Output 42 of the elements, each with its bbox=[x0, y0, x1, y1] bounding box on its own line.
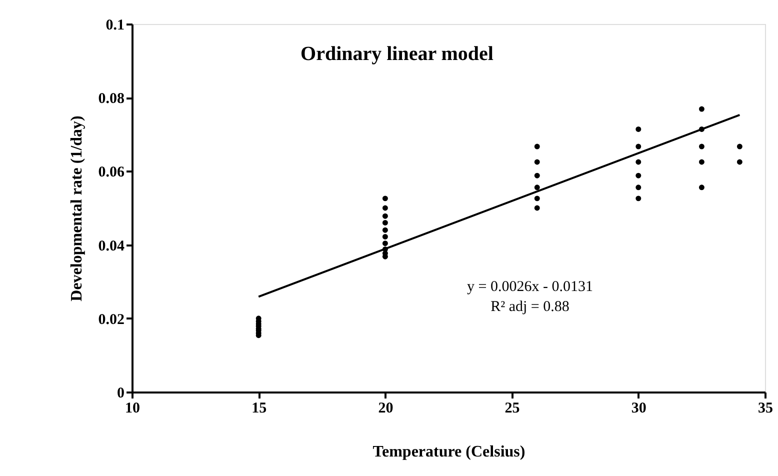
x-tick-label: 30 bbox=[631, 400, 646, 416]
point bbox=[636, 159, 642, 165]
point bbox=[636, 196, 642, 202]
point bbox=[382, 196, 388, 202]
point bbox=[636, 126, 642, 132]
y-tick-label: 0.04 bbox=[98, 238, 125, 254]
x-tick-label: 10 bbox=[125, 400, 140, 416]
point bbox=[636, 184, 642, 190]
y-axis-title: Developmental rate (1/day) bbox=[68, 116, 86, 302]
point bbox=[534, 144, 540, 150]
point bbox=[382, 227, 388, 233]
point bbox=[636, 172, 642, 178]
point bbox=[534, 205, 540, 211]
point bbox=[636, 144, 642, 150]
point bbox=[534, 159, 540, 165]
y-tick-label: 0.02 bbox=[98, 312, 124, 328]
x-tick-label: 25 bbox=[504, 400, 520, 416]
point bbox=[534, 172, 540, 178]
point bbox=[698, 106, 704, 112]
point bbox=[698, 144, 704, 150]
annotation: R² adj = 0.88 bbox=[490, 299, 570, 315]
x-axis-title: Temperature (Celsius) bbox=[372, 444, 526, 460]
point bbox=[534, 184, 540, 190]
point bbox=[736, 144, 742, 150]
y-tick-label: 0.06 bbox=[98, 164, 125, 181]
point bbox=[382, 213, 388, 219]
point bbox=[382, 205, 388, 211]
point bbox=[698, 184, 704, 190]
point bbox=[698, 159, 704, 165]
y-tick-label: 0.1 bbox=[106, 18, 124, 34]
point bbox=[382, 240, 388, 246]
point bbox=[382, 220, 388, 226]
y-tick-label: 0 bbox=[117, 386, 124, 402]
text: Ordinary linear model bbox=[300, 43, 494, 65]
point bbox=[382, 234, 388, 240]
annotation: y = 0.0026x - 0.0131 bbox=[467, 279, 593, 295]
x-tick-label: 15 bbox=[252, 400, 267, 416]
point bbox=[534, 196, 540, 202]
x-tick-label: 35 bbox=[758, 400, 773, 416]
y-tick-label: 0.08 bbox=[98, 91, 124, 108]
x-tick-label: 20 bbox=[378, 400, 394, 416]
point bbox=[736, 159, 742, 165]
